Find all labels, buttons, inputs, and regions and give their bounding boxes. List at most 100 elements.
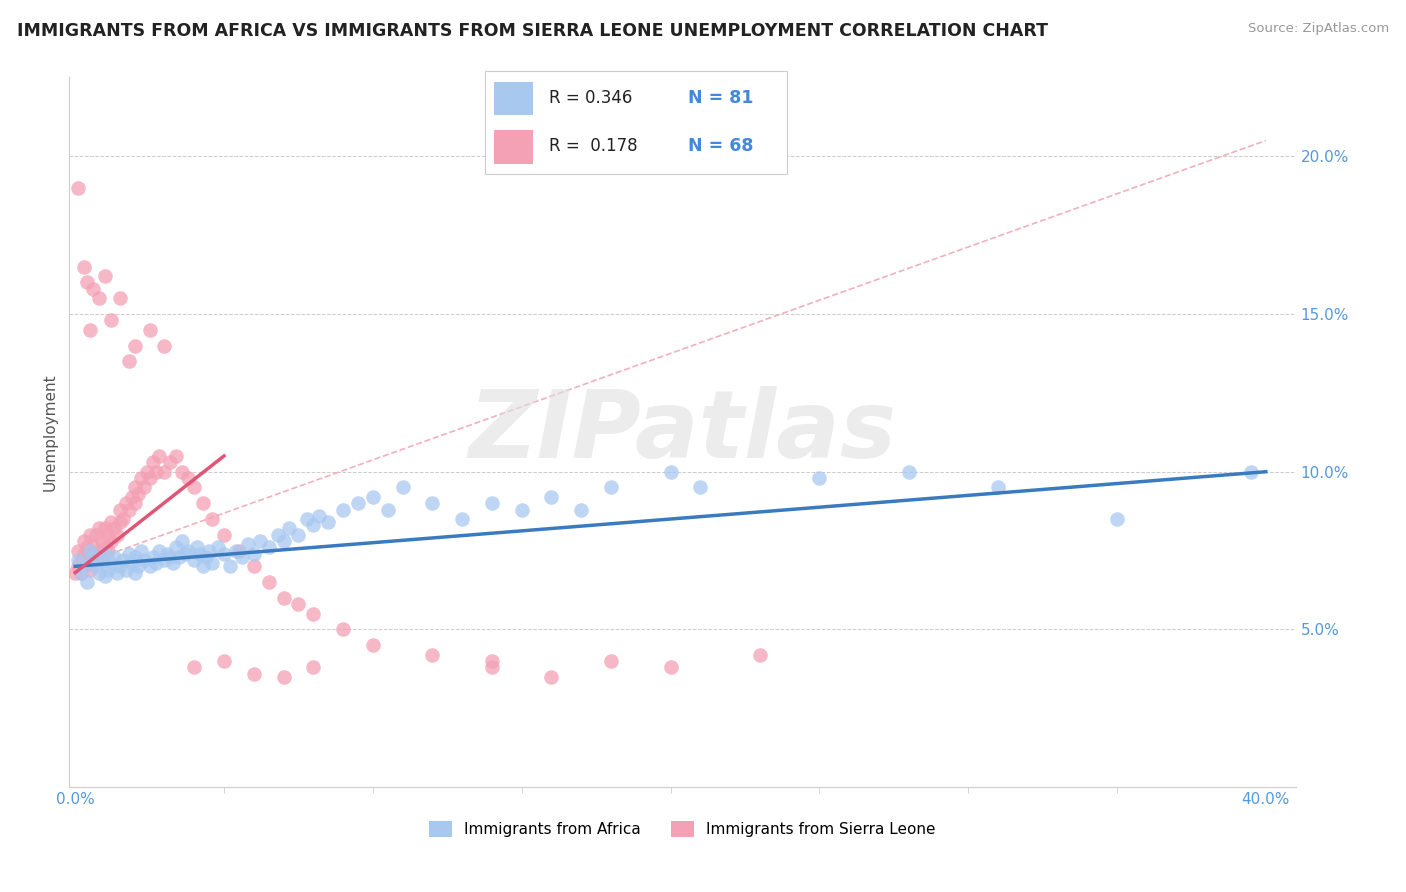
Point — [153, 338, 176, 352]
Point — [73, 260, 96, 274]
Point — [808, 471, 831, 485]
Point — [73, 559, 96, 574]
Point — [73, 559, 96, 574]
Point — [177, 471, 200, 485]
Point — [162, 556, 184, 570]
Point — [273, 591, 295, 605]
Point — [249, 534, 271, 549]
Point — [1105, 512, 1128, 526]
Point — [347, 496, 370, 510]
Point — [195, 549, 218, 564]
Point — [97, 543, 120, 558]
Point — [129, 543, 152, 558]
Point — [76, 575, 98, 590]
Point — [118, 502, 141, 516]
Point — [94, 569, 117, 583]
Point — [82, 549, 104, 564]
Text: N = 81: N = 81 — [688, 89, 754, 107]
Point — [987, 481, 1010, 495]
Point — [287, 528, 309, 542]
Point — [145, 556, 167, 570]
Point — [124, 481, 146, 495]
Point — [114, 562, 136, 576]
Point — [82, 553, 104, 567]
Point — [79, 323, 101, 337]
Point — [67, 553, 90, 567]
Point — [391, 481, 413, 495]
Point — [94, 269, 117, 284]
Point — [540, 490, 562, 504]
Point — [87, 543, 110, 558]
Point — [481, 496, 503, 510]
Point — [138, 471, 160, 485]
Text: R = 0.346: R = 0.346 — [548, 89, 631, 107]
Bar — [494, 81, 533, 115]
Point — [127, 487, 149, 501]
Point — [111, 512, 134, 526]
Point — [108, 515, 131, 529]
Point — [91, 553, 114, 567]
Point — [76, 276, 98, 290]
Point — [105, 528, 128, 542]
Point — [153, 465, 176, 479]
Point — [308, 508, 330, 523]
Point — [231, 549, 253, 564]
Point — [97, 528, 120, 542]
Point — [84, 528, 107, 542]
Point — [193, 496, 215, 510]
Point — [659, 465, 682, 479]
Point — [100, 556, 122, 570]
Point — [207, 541, 229, 555]
Point — [145, 465, 167, 479]
Point — [186, 541, 208, 555]
Point — [138, 559, 160, 574]
Point — [79, 547, 101, 561]
Point — [148, 543, 170, 558]
Point — [87, 566, 110, 580]
Point — [121, 490, 143, 504]
Point — [193, 559, 215, 574]
Point — [63, 566, 86, 580]
Point — [183, 553, 205, 567]
Point — [201, 556, 224, 570]
Point — [219, 559, 242, 574]
Point — [201, 512, 224, 526]
Point — [121, 556, 143, 570]
Point — [287, 597, 309, 611]
Point — [84, 547, 107, 561]
Point — [67, 543, 90, 558]
Point — [228, 543, 250, 558]
Text: ZIPatlas: ZIPatlas — [468, 386, 897, 478]
Point — [302, 607, 325, 621]
Point — [659, 660, 682, 674]
Point — [82, 282, 104, 296]
Point — [332, 502, 354, 516]
FancyBboxPatch shape — [485, 71, 787, 174]
Point — [124, 566, 146, 580]
Point — [108, 291, 131, 305]
Point — [114, 496, 136, 510]
Point — [183, 660, 205, 674]
Point — [897, 465, 920, 479]
Point — [100, 534, 122, 549]
Point — [174, 547, 197, 561]
Point — [153, 553, 176, 567]
Point — [108, 559, 131, 574]
Point — [481, 660, 503, 674]
Point — [212, 547, 235, 561]
Point — [159, 549, 181, 564]
Point — [73, 547, 96, 561]
Point — [73, 534, 96, 549]
Point — [142, 549, 165, 564]
Point — [422, 496, 444, 510]
Point — [148, 449, 170, 463]
Point — [257, 541, 280, 555]
Point — [273, 534, 295, 549]
Point — [188, 547, 211, 561]
Point — [124, 338, 146, 352]
Text: N = 68: N = 68 — [688, 137, 754, 155]
Point — [79, 562, 101, 576]
Point — [177, 543, 200, 558]
Point — [377, 502, 399, 516]
Point — [183, 481, 205, 495]
